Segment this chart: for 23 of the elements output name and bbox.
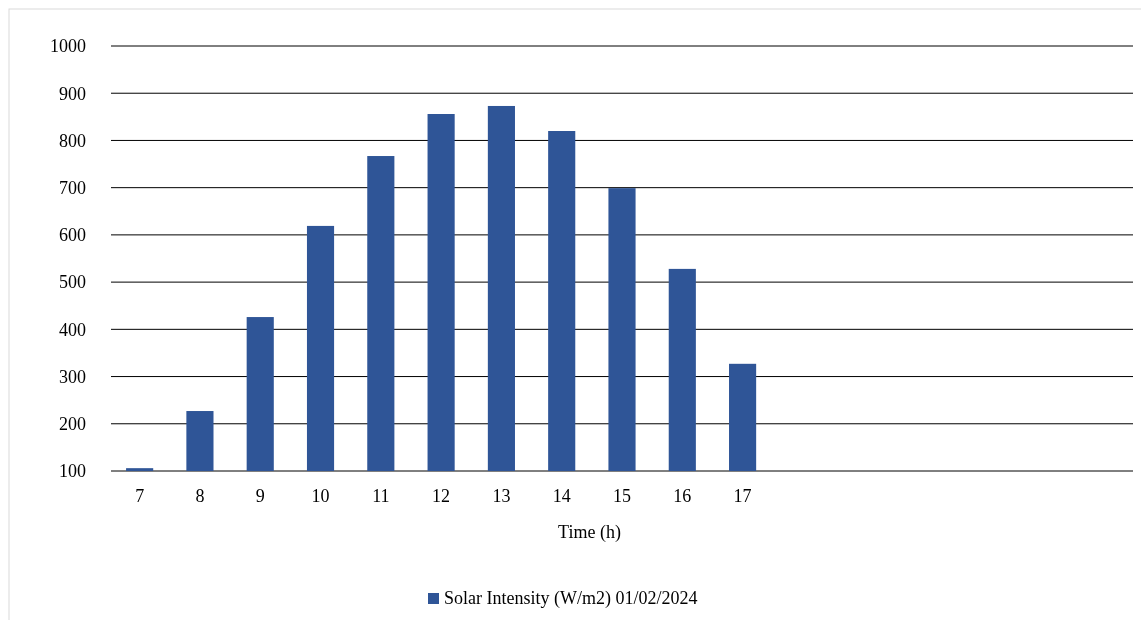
x-tick-label: 10 <box>311 486 330 506</box>
y-tick-label: 400 <box>59 319 86 340</box>
y-tick-label: 700 <box>59 177 86 198</box>
y-tick-label: 100 <box>59 461 86 482</box>
y-tick-label: 200 <box>59 414 86 435</box>
x-tick-label: 15 <box>613 486 631 506</box>
legend-label: Solar Intensity (W/m2) 01/02/2024 <box>444 588 698 609</box>
y-tick-label: 500 <box>59 272 86 293</box>
x-tick-label: 13 <box>492 486 511 506</box>
y-tick-label: 800 <box>59 130 86 151</box>
y-tick-label: 600 <box>59 225 86 246</box>
y-tick-label: 900 <box>59 83 86 104</box>
x-tick-label: 14 <box>552 486 571 506</box>
x-tick-label: 8 <box>195 486 205 506</box>
x-axis-title: Time (h) <box>558 522 621 543</box>
x-tick-label: 16 <box>673 486 692 506</box>
x-tick-label: 9 <box>255 486 265 506</box>
y-tick-label: 300 <box>59 366 86 387</box>
x-tick-label: 11 <box>372 486 390 506</box>
y-tick-label: 1000 <box>50 36 86 57</box>
x-tick-label: 17 <box>733 486 752 506</box>
x-tick-label: 12 <box>432 486 451 506</box>
x-tick-label: 7 <box>135 486 145 506</box>
